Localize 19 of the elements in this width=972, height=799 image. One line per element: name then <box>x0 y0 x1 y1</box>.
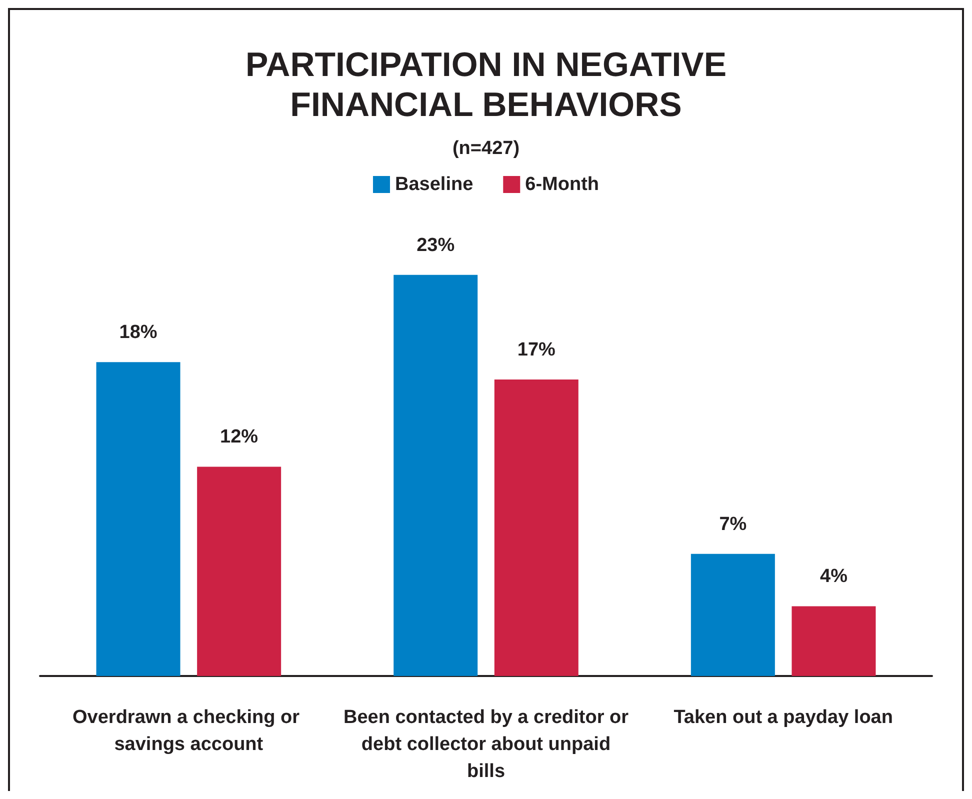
x-tick-label: Overdrawn a checking or savings account <box>72 707 305 755</box>
x-tick-label: Been contacted by a creditor or debt collector about unpaid bills <box>343 707 630 782</box>
bar <box>792 606 876 676</box>
data-label: 17% <box>517 340 556 361</box>
x-tick-label: Taken out a payday loan <box>674 707 893 728</box>
bar <box>690 554 775 676</box>
data-label: 18% <box>119 322 158 344</box>
bar <box>96 362 180 676</box>
data-label: 23% <box>416 234 455 256</box>
bar <box>394 274 478 676</box>
legend-label: 6-Month <box>525 174 600 195</box>
chart-subtitle: (n=427) <box>452 138 520 159</box>
data-label: 12% <box>220 426 258 448</box>
data-label: 7% <box>719 514 747 535</box>
bar <box>494 380 578 676</box>
data-label: 4% <box>820 566 848 588</box>
bar <box>197 466 282 676</box>
chart-title: PARTICIPATION IN NEGATIVE FINANCIAL BEHAVIORS <box>245 46 727 124</box>
legend-label: Baseline <box>394 174 474 195</box>
